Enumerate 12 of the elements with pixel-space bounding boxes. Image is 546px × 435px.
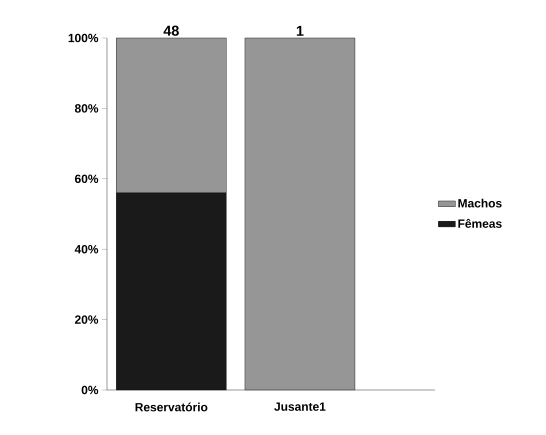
annotation: 48 [164,26,179,36]
y-tick-label: 80% [74,104,98,113]
y-tick-label: 40% [74,244,98,254]
y-tick-label: 60% [74,174,98,184]
y-tick-label: 20% [74,315,98,324]
legend-label: Fêmeas [458,218,502,228]
x-tick-label: Reservatório [136,402,208,412]
y-tick-label: 0% [82,386,98,394]
legend-label: Machos [458,198,502,208]
annotation: 1 [296,26,304,36]
y-tick-label: 100% [68,34,98,42]
x-tick-label: Jusante1 [274,402,326,411]
